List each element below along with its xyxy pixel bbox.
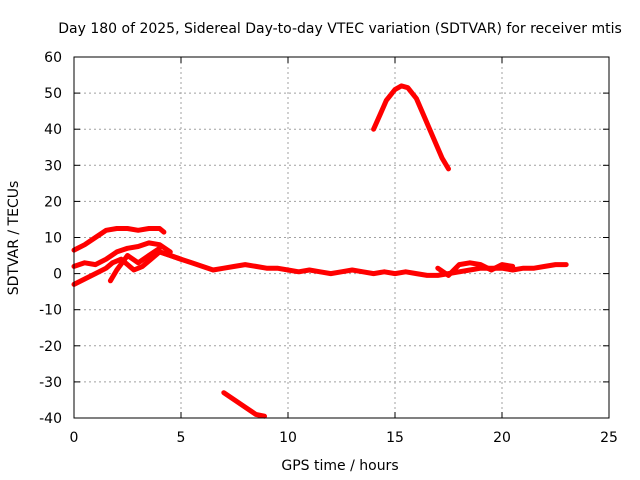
- x-tick-label-3: 15: [386, 430, 404, 446]
- x-tick-label-1: 5: [177, 430, 186, 446]
- axis-ticks: 0 5 10 15 20 25 -40 -30 -20 -10 0 10 20 30 40 50 60: [39, 50, 618, 446]
- y-tick-label-2: -20: [39, 339, 62, 355]
- y-tick-label-8: 40: [44, 122, 62, 138]
- series-line-track-crossing: [107, 245, 163, 284]
- series-line-track-scatter-late: [435, 260, 516, 278]
- y-tick-label-3: -10: [39, 303, 62, 319]
- y-axis-label: SDTVAR / TECUs: [6, 181, 22, 296]
- y-tick-label-9: 50: [44, 86, 62, 102]
- y-tick-label-0: -40: [39, 411, 62, 427]
- series-layer: [71, 83, 569, 419]
- x-tick-label-4: 20: [493, 430, 511, 446]
- y-tick-label-4: 0: [53, 267, 62, 283]
- series-line-track-peak: [371, 83, 451, 172]
- x-tick-label-2: 10: [279, 430, 297, 446]
- y-tick-label-7: 30: [44, 158, 62, 174]
- series-line-track-negative: [221, 390, 267, 419]
- y-tick-label-1: -30: [39, 375, 62, 391]
- grid: [74, 57, 609, 418]
- x-tick-label-5: 25: [600, 430, 618, 446]
- x-tick-label-0: 0: [70, 430, 79, 446]
- y-tick-label-10: 60: [44, 50, 62, 66]
- y-tick-label-6: 20: [44, 194, 62, 210]
- x-axis-label: GPS time / hours: [281, 458, 398, 474]
- series-line-track-upper-early: [71, 226, 167, 253]
- chart-title: Day 180 of 2025, Sidereal Day-to-day VTE…: [58, 21, 622, 37]
- y-tick-label-5: 10: [44, 231, 62, 247]
- series-line-track-mid-early: [71, 240, 173, 269]
